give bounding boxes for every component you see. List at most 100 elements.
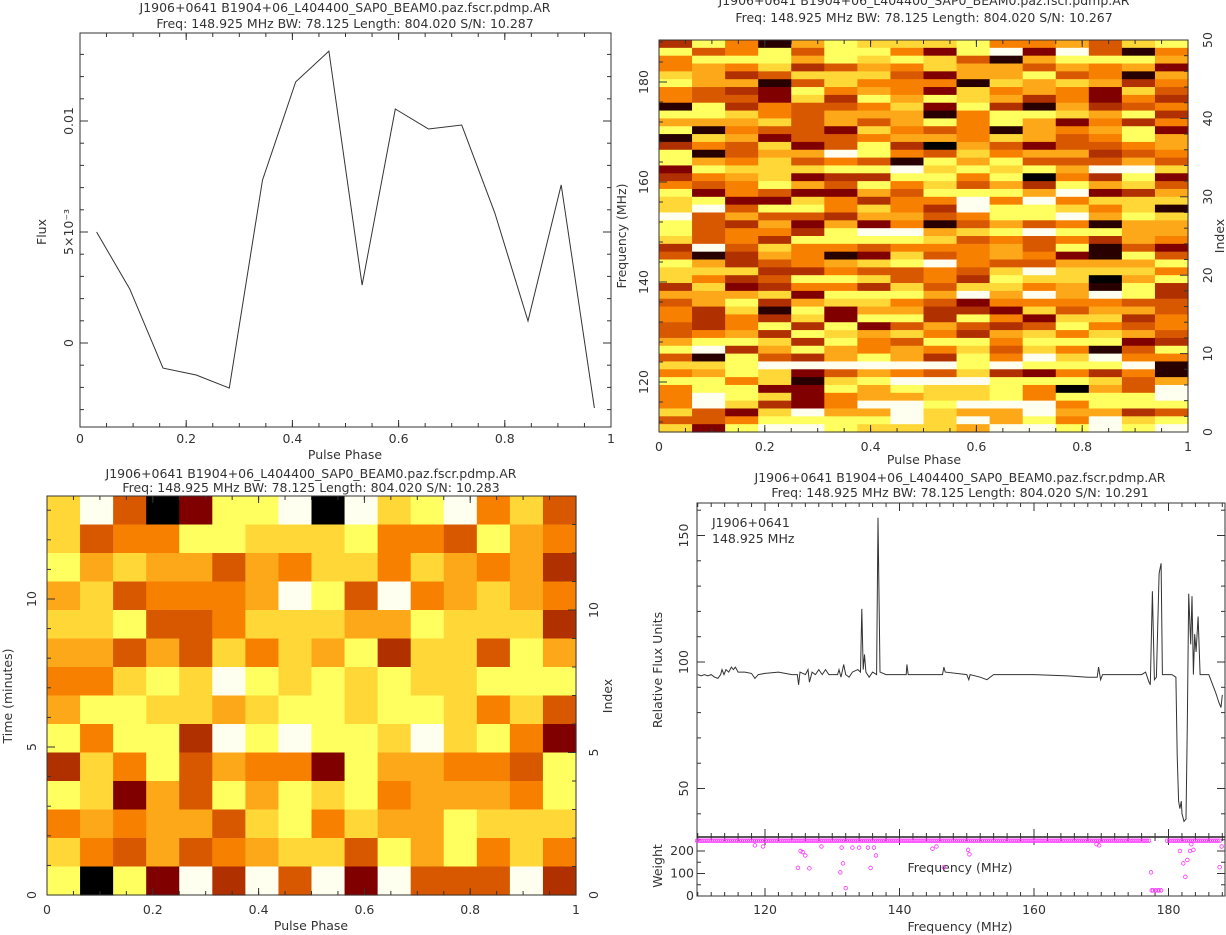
heatmap-cell xyxy=(923,243,958,253)
weight-point xyxy=(1106,838,1111,843)
weight-point xyxy=(809,838,815,843)
heatmap-cell xyxy=(791,110,825,119)
heatmap-cell xyxy=(758,306,792,315)
heatmap-cell xyxy=(725,361,759,370)
heatmap-cell xyxy=(758,424,792,433)
weight-point xyxy=(870,838,875,843)
heatmap-cell xyxy=(1154,141,1189,151)
heatmap-cell xyxy=(245,695,280,725)
heatmap-cell xyxy=(989,40,1024,49)
heatmap-cell xyxy=(890,345,925,355)
heatmap-cell xyxy=(1121,384,1156,394)
weight-point xyxy=(908,838,914,843)
heatmap-cell xyxy=(1088,110,1123,119)
heatmap-cell xyxy=(1088,361,1123,370)
heatmap-cell xyxy=(377,638,412,668)
heatmap-cell xyxy=(542,809,577,839)
heatmap-cell xyxy=(1121,79,1156,88)
heatmap-cell xyxy=(1088,298,1123,308)
heatmap-cell xyxy=(989,220,1024,229)
heatmap-cell xyxy=(509,809,544,839)
heatmap-cell xyxy=(692,149,726,159)
heatmap-cell xyxy=(758,400,792,410)
heatmap-cell xyxy=(344,838,379,868)
heatmap-cell xyxy=(956,243,991,253)
heatmap-cell xyxy=(1022,236,1057,245)
heatmap-cell xyxy=(1055,63,1090,72)
heatmap-cell xyxy=(692,165,726,174)
heatmap-cell xyxy=(1022,212,1057,221)
weight-point xyxy=(926,838,932,843)
heatmap-cell xyxy=(923,400,958,410)
heatmap-cell xyxy=(791,353,825,363)
heatmap-cell xyxy=(476,610,511,640)
weight-point xyxy=(763,838,768,843)
heatmap-cell xyxy=(692,369,726,378)
heatmap-cell xyxy=(410,809,445,839)
heatmap-cell xyxy=(857,63,892,72)
weight-point xyxy=(1013,838,1019,843)
heatmap-cell xyxy=(1022,196,1057,206)
heatmap-cell xyxy=(443,838,478,868)
heatmap-cell xyxy=(278,581,313,611)
weight-point xyxy=(711,838,716,843)
heatmap-cell xyxy=(179,553,213,583)
heatmap-cell xyxy=(758,377,792,386)
heatmap-cell xyxy=(956,47,991,57)
heatmap-cell xyxy=(956,290,991,300)
heatmap-cell xyxy=(725,79,759,88)
heatmap-cell xyxy=(1154,424,1189,433)
heatmap-cell xyxy=(113,781,147,811)
heatmap-cell xyxy=(659,416,693,425)
heatmap-cell xyxy=(857,330,892,339)
heatmap-cell xyxy=(758,165,792,174)
heatmap-cell xyxy=(1088,196,1123,206)
heatmap-cell xyxy=(923,181,958,190)
heatmap-cell xyxy=(80,781,114,811)
weight-point xyxy=(1191,847,1196,853)
weight-point xyxy=(973,838,978,843)
weight-point xyxy=(1164,838,1170,843)
y-tick-label: 0.01 xyxy=(61,107,76,135)
heatmap-cell xyxy=(1088,400,1123,410)
weight-point xyxy=(985,838,990,843)
heatmap-cell xyxy=(1022,400,1057,410)
heatmap-cell xyxy=(923,416,958,425)
heatmap-cell xyxy=(890,228,925,237)
heatmap-cell xyxy=(1022,424,1057,433)
heatmap-cell xyxy=(923,337,958,347)
heatmap-cell xyxy=(245,610,280,640)
heatmap-cell xyxy=(659,87,693,96)
weight-point xyxy=(1021,838,1027,843)
heatmap-cell xyxy=(956,63,991,72)
weight-point xyxy=(1108,838,1113,843)
weight-point xyxy=(1168,838,1174,843)
heatmap-cell xyxy=(890,424,925,433)
heatmap-cell xyxy=(725,275,759,284)
heatmap-cell xyxy=(791,173,825,182)
heatmap-cell xyxy=(956,314,991,323)
x-tick-label: 0.6 xyxy=(966,439,986,454)
weight-point xyxy=(803,853,808,858)
heatmap-cell xyxy=(1088,236,1123,245)
weight-point xyxy=(930,838,936,843)
heatmap-cell xyxy=(443,752,478,782)
weight-point xyxy=(1179,838,1184,843)
heatmap-cell xyxy=(311,866,346,896)
weight-point xyxy=(752,843,758,848)
heatmap-cell xyxy=(1022,149,1057,159)
heatmap-cell xyxy=(956,134,991,143)
weight-point xyxy=(957,838,962,843)
heatmap-cell xyxy=(659,400,693,410)
heatmap-cell xyxy=(989,47,1024,57)
heatmap-cell xyxy=(824,118,858,127)
heatmap-cell xyxy=(344,866,379,896)
heatmap-cell xyxy=(542,638,577,668)
heatmap-cell xyxy=(824,243,858,253)
weight-point xyxy=(884,838,889,843)
heatmap-cell xyxy=(890,126,925,135)
weight-point xyxy=(759,838,764,843)
weight-point xyxy=(1173,838,1178,843)
heatmap-cell xyxy=(1121,94,1156,104)
heatmap-cell xyxy=(989,196,1024,206)
